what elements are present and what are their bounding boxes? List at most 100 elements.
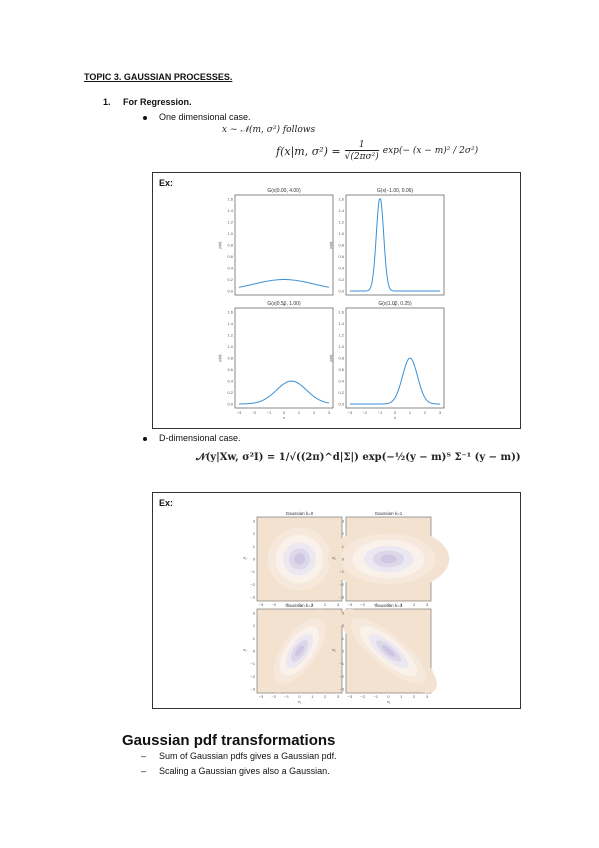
plot-title: G(x|0.00, 4.00) — [267, 188, 301, 194]
contour-ylabel: x₂ — [243, 647, 247, 652]
y-tick-label: 0.6 — [227, 254, 233, 259]
contour-title: Gaussian k=0 — [286, 511, 314, 516]
y-tick-label: 0 — [253, 649, 256, 654]
y-tick-label: 0 — [342, 557, 345, 562]
y-tick-label: 1.6 — [227, 197, 233, 202]
x-tick-label: −2 — [272, 602, 277, 607]
y-tick-label: −1 — [250, 569, 255, 574]
y-tick-label: 2 — [342, 623, 345, 628]
x-tick-label: −1 — [284, 602, 289, 607]
y-tick-label: −2 — [250, 582, 255, 587]
x-tick-label: 0 — [283, 410, 286, 415]
y-tick-label: −1 — [339, 569, 344, 574]
x-tick-label: 3 — [426, 694, 429, 699]
formula-line1: x ∼ 𝒩(m, σ²) follows — [222, 125, 316, 135]
y-tick-label: 1 — [342, 544, 345, 549]
y-tick-label: 0.2 — [338, 277, 344, 282]
contour-level — [295, 645, 304, 657]
y-tick-label: 1.6 — [338, 197, 344, 202]
y-tick-label: 0.4 — [338, 266, 344, 271]
x-tick-label: −3 — [259, 694, 264, 699]
y-tick-label: 1.2 — [338, 333, 344, 338]
plot-xlabel: x — [394, 415, 396, 420]
x-tick-label: −3 — [259, 602, 264, 607]
section-title: For Regression. — [123, 97, 192, 107]
contour-group — [340, 608, 437, 694]
example2-label: Ex: — [159, 498, 174, 508]
y-tick-label: 0.8 — [338, 356, 344, 361]
y-tick-label: 0.2 — [227, 390, 233, 395]
x-tick-label: −2 — [361, 602, 366, 607]
example1-box: Ex: G(x|0.00, 4.00) p(x) x 0.0 0.2 0.4 0.6 0.8 1… — [152, 172, 521, 429]
topic-title: TOPIC 3. GAUSSIAN PROCESSES. — [84, 72, 233, 82]
x-tick-label: 0 — [394, 410, 397, 415]
x-tick-label: 2 — [313, 410, 316, 415]
gaussian-1d-plots: G(x|0.00, 4.00) p(x) x 0.0 0.2 0.4 0.6 0.8 1.0 1.… — [217, 188, 445, 420]
formula-denominator: √(2πσ²) — [344, 150, 379, 162]
y-tick-label: 1 — [342, 636, 345, 641]
y-tick-label: 0.2 — [338, 390, 344, 395]
x-tick-label: −2 — [252, 410, 257, 415]
y-tick-label: 1.4 — [338, 321, 344, 326]
x-tick-label: −2 — [361, 694, 366, 699]
y-tick-label: 0.6 — [338, 367, 344, 372]
formula-numerator: 1 — [358, 140, 365, 150]
x-tick-label: −1 — [373, 602, 378, 607]
x-tick-label: −1 — [267, 410, 272, 415]
y-tick-label: 1 — [253, 636, 256, 641]
y-tick-label: 3 — [253, 519, 256, 524]
x-tick-label: 1 — [311, 602, 314, 607]
y-tick-label: −3 — [339, 595, 344, 600]
y-tick-label: 0.8 — [338, 243, 344, 248]
y-tick-label: 2 — [342, 531, 345, 536]
y-tick-label: 1.0 — [338, 344, 344, 349]
dash-marker: – — [141, 766, 147, 776]
contour-ylabel: x₂ — [243, 555, 247, 560]
formula-d-dim: 𝒩(y|Xw, σ²I) = 1/√((2π)^d|Σ|) exp(−½(y −… — [196, 452, 521, 463]
y-tick-label: 0.0 — [227, 289, 233, 294]
contour-title: Gaussian k=1 — [375, 511, 403, 516]
plot-title: G(x|1.00, 0.25) — [378, 301, 412, 307]
plot-frame — [345, 194, 445, 296]
gaussian-curve — [238, 380, 330, 405]
contour-group — [259, 518, 340, 600]
x-tick-label: 0 — [387, 694, 390, 699]
y-tick-label: 1.6 — [338, 310, 344, 315]
y-tick-label: 0.0 — [338, 402, 344, 407]
x-tick-label: 0 — [298, 694, 301, 699]
section-number: 1. — [103, 97, 111, 107]
x-tick-label: −3 — [237, 410, 242, 415]
y-tick-label: 0.4 — [227, 266, 233, 271]
x-tick-label: −3 — [348, 410, 353, 415]
x-tick-label: 0 — [298, 602, 301, 607]
dash-marker: – — [141, 751, 147, 761]
gaussian-curve — [350, 357, 440, 405]
y-tick-label: −3 — [250, 687, 255, 692]
contour-group — [327, 526, 450, 592]
x-tick-label: 0 — [387, 602, 390, 607]
x-tick-label: 3 — [337, 694, 340, 699]
x-tick-label: 2 — [324, 602, 327, 607]
x-tick-label: 2 — [324, 694, 327, 699]
contour-group — [266, 609, 333, 693]
contour-level — [380, 554, 397, 564]
plot-ylabel: p(x) — [328, 241, 333, 249]
y-tick-label: 0.6 — [227, 367, 233, 372]
y-tick-label: 0.4 — [338, 379, 344, 384]
plot-ylabel: p(x) — [328, 354, 333, 362]
plot-frame — [345, 307, 445, 409]
y-tick-label: −2 — [339, 674, 344, 679]
formula-exp: exp(− (x − m)² / 2σ²) — [382, 146, 479, 156]
contour-ylabel: x₂ — [332, 555, 336, 560]
plot-ylabel: p(x) — [217, 241, 222, 249]
x-tick-label: 3 — [439, 410, 442, 415]
y-tick-label: 1 — [253, 544, 256, 549]
y-tick-label: 2 — [253, 623, 256, 628]
y-tick-label: 2 — [253, 531, 256, 536]
gaussian-curve — [238, 279, 330, 288]
x-tick-label: −2 — [272, 694, 277, 699]
example2-box: Ex: Gaussian k=03−32−21−100−11−22−33x₁x₂… — [152, 492, 521, 709]
x-tick-label: 2 — [413, 694, 416, 699]
y-tick-label: −1 — [339, 661, 344, 666]
y-tick-label: 3 — [342, 519, 345, 524]
